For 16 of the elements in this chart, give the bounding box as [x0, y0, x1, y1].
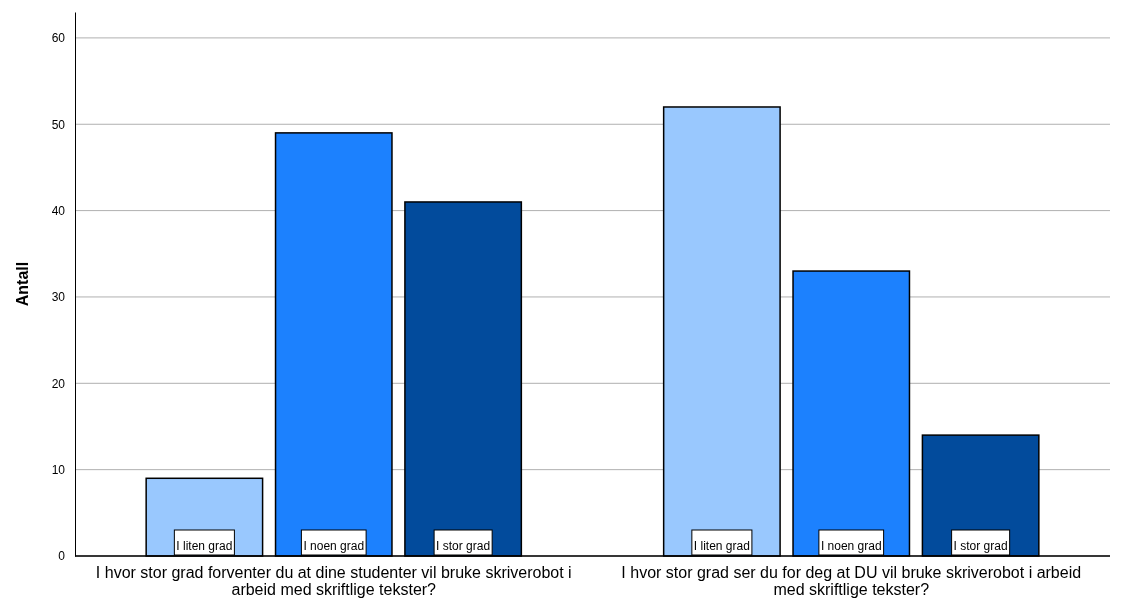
y-tick-label: 50: [51, 117, 66, 132]
y-tick-label: 40: [51, 203, 66, 218]
text: I noen grad: [820, 539, 882, 553]
y-tick-label: 60: [51, 31, 66, 46]
x-tick-label: I hvor stor grad ser du for deg at DU vil bruke skriverobot i arbeid med skriftlige tekster?: [621, 564, 1082, 598]
y-axis-title: Antall: [14, 261, 31, 307]
text: I stor grad: [953, 539, 1008, 553]
text: I liten grad: [693, 539, 750, 553]
series-label: I liten grad: [176, 539, 233, 553]
y-tick-label: 10: [51, 462, 66, 477]
series-label: I stor grad: [436, 539, 491, 553]
y-tick-label: 20: [51, 376, 66, 391]
y-tick-label: 30: [51, 290, 66, 305]
series-label: I noen grad: [303, 539, 365, 553]
x-tick-label: I hvor stor grad forventer du at dine studenter vil bruke skriverobot i arbeid med skriftlige tekster?: [95, 564, 572, 598]
y-tick-label: 0: [58, 549, 66, 564]
